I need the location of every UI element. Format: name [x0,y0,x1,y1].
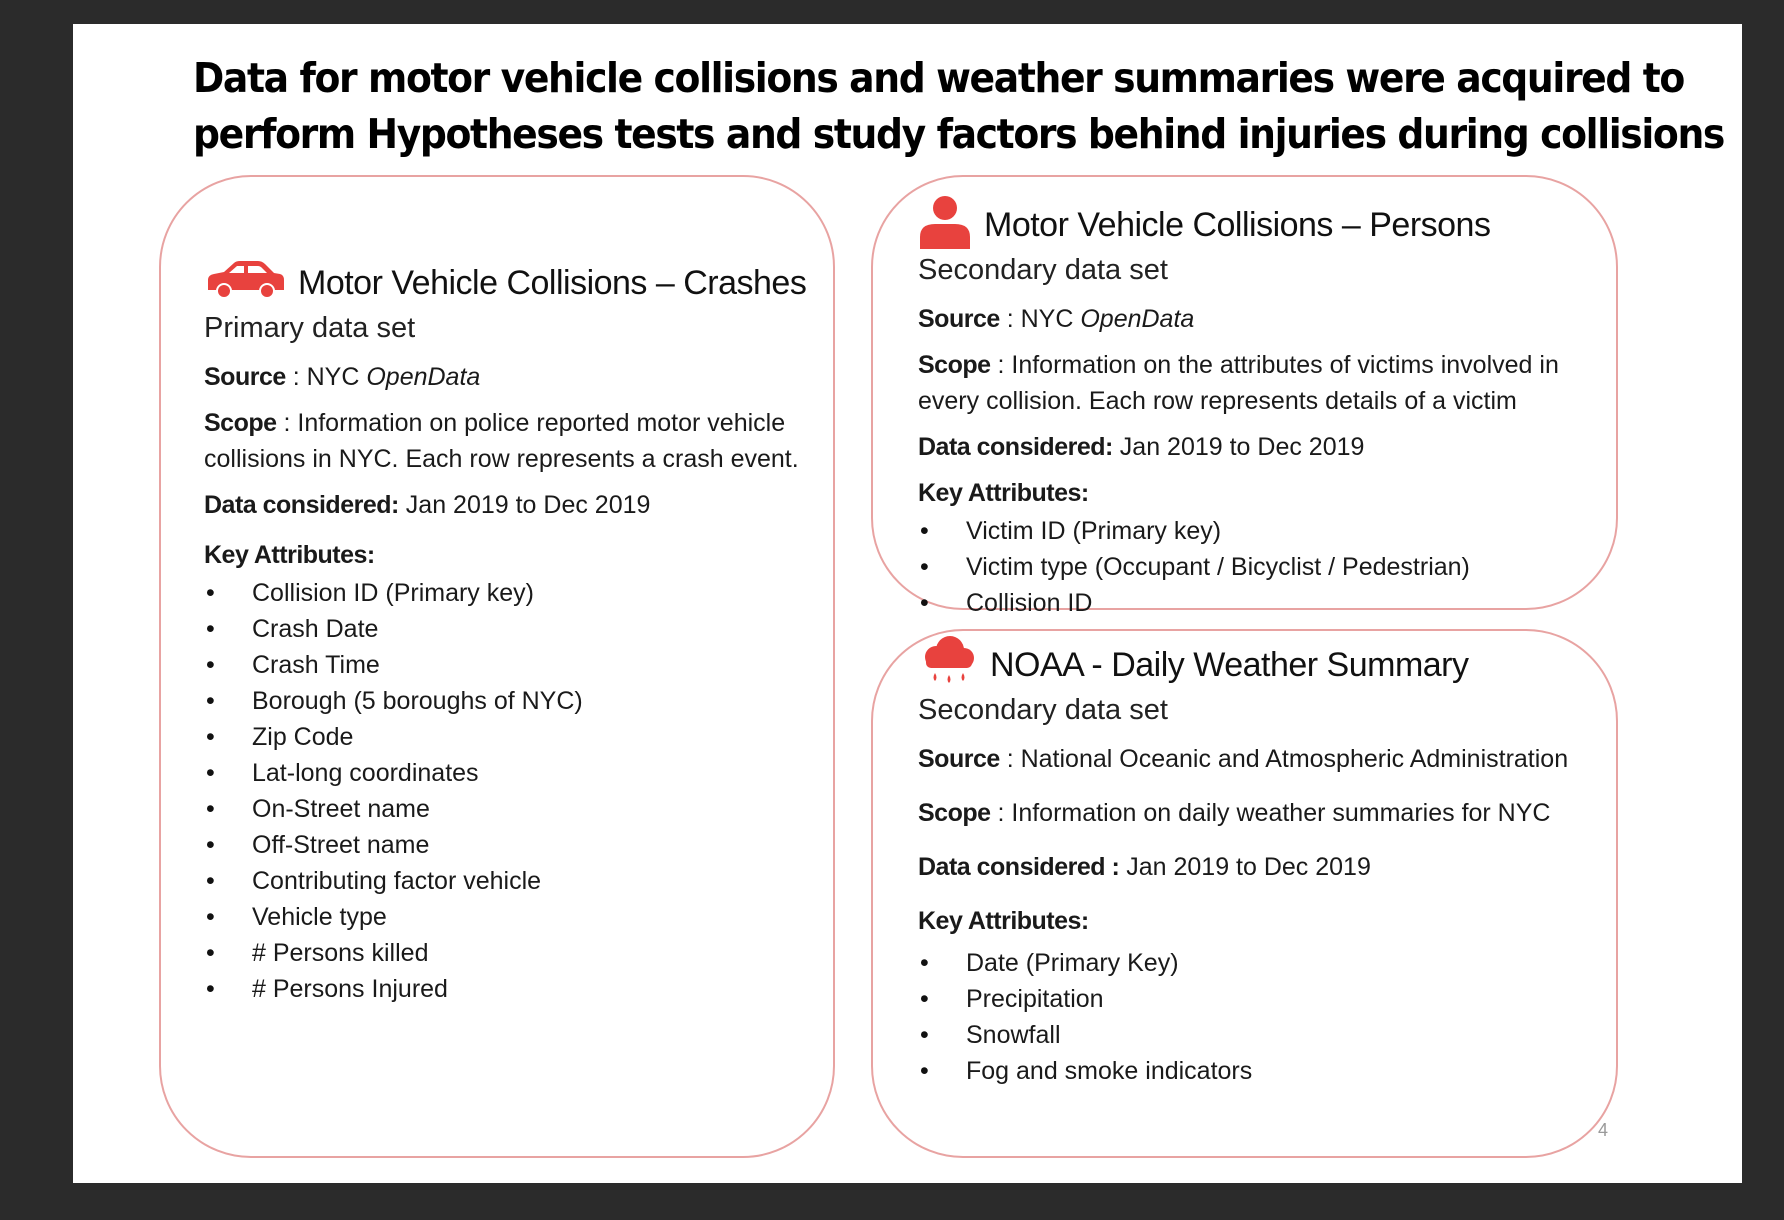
list-item: Contributing factor vehicle [204,863,824,899]
noaa-scope-label: Scope [918,799,991,827]
rain-cloud-icon [918,635,978,696]
noaa-key-attributes-label: Key Attributes: [918,907,1089,935]
persons-considered: Data considered: Jan 2019 to Dec 2019 [918,429,1608,465]
noaa-heading: NOAA - Daily Weather Summary [990,645,1469,684]
slide-title: Data for motor vehicle collisions and we… [193,50,1725,162]
persons-subtitle: Secondary data set [918,254,1168,286]
noaa-considered-label: Data considered : [918,853,1120,881]
crashes-considered-label: Data considered: [204,491,399,519]
persons-attributes-list: Victim ID (Primary key) Victim type (Occ… [918,513,1608,621]
noaa-source: Source : National Oceanic and Atmospheri… [918,741,1608,777]
car-icon [204,260,286,307]
crashes-attributes-list: Collision ID (Primary key) Crash Date Cr… [204,575,824,1007]
noaa-scope: Scope : Information on daily weather sum… [918,795,1608,831]
noaa-source-text: : National Oceanic and Atmospheric Admin… [999,745,1569,773]
crashes-panel [159,175,835,1158]
persons-heading: Motor Vehicle Collisions – Persons [984,205,1491,244]
crashes-source-prefix: : NYC [285,363,367,391]
persons-source-label: Source [918,305,1000,333]
slide-title-line-1: Data for motor vehicle collisions and we… [193,54,1685,102]
crashes-scope-label: Scope [204,409,277,437]
noaa-scope-text: : Information on daily weather summaries… [990,799,1551,827]
list-item: Collision ID (Primary key) [204,575,824,611]
crashes-source-label: Source [204,363,286,391]
persons-scope-label: Scope [918,351,991,379]
list-item: On-Street name [204,791,824,827]
persons-source: Source : NYC OpenData [918,301,1608,337]
crashes-source-name: OpenData [366,363,481,391]
persons-key-attributes-label: Key Attributes: [918,479,1089,507]
page-number: 4 [1598,1120,1609,1140]
list-item: Collision ID [918,585,1608,621]
person-icon [918,195,972,256]
list-item: Lat-long coordinates [204,755,824,791]
crashes-scope: Scope : Information on police reported m… [204,405,824,477]
crashes-heading: Motor Vehicle Collisions – Crashes [298,263,807,302]
list-item: Fog and smoke indicators [918,1053,1608,1089]
slide-title-line-2: perform Hypotheses tests and study facto… [193,110,1725,158]
list-item: Snowfall [918,1017,1608,1053]
noaa-header: NOAA - Daily Weather Summary [918,635,1608,692]
list-item: Vehicle type [204,899,824,935]
persons-considered-text: Jan 2019 to Dec 2019 [1112,433,1365,461]
list-item: Victim ID (Primary key) [918,513,1608,549]
list-item: # Persons killed [204,935,824,971]
list-item: # Persons Injured [204,971,824,1007]
persons-source-name: OpenData [1080,305,1195,333]
persons-scope: Scope : Information on the attributes of… [918,347,1608,419]
persons-source-prefix: : NYC [999,305,1081,333]
persons-considered-label: Data considered: [918,433,1113,461]
list-item: Precipitation [918,981,1608,1017]
list-item: Crash Date [204,611,824,647]
crashes-content: Motor Vehicle Collisions – Crashes Prima… [204,256,824,1007]
persons-scope-text: : Information on the attributes of victi… [918,351,1559,415]
crashes-source: Source : NYC OpenData [204,359,824,395]
noaa-content: NOAA - Daily Weather Summary Secondary d… [918,635,1608,1089]
crashes-considered: Data considered: Jan 2019 to Dec 2019 [204,487,824,523]
noaa-panel [871,629,1618,1158]
noaa-attributes-list: Date (Primary Key) Precipitation Snowfal… [918,945,1608,1089]
list-item: Borough (5 boroughs of NYC) [204,683,824,719]
list-item: Date (Primary Key) [918,945,1608,981]
crashes-considered-text: Jan 2019 to Dec 2019 [398,491,651,519]
crashes-scope-text: : Information on police reported motor v… [204,409,799,473]
list-item: Zip Code [204,719,824,755]
slide-content: Data for motor vehicle collisions and we… [73,24,1742,1183]
list-item: Victim type (Occupant / Bicyclist / Pede… [918,549,1608,585]
crashes-header: Motor Vehicle Collisions – Crashes [204,256,824,310]
list-item: Off-Street name [204,827,824,863]
persons-content: Motor Vehicle Collisions – Persons Secon… [918,195,1608,621]
noaa-considered-text: Jan 2019 to Dec 2019 [1119,853,1371,881]
list-item: Crash Time [204,647,824,683]
noaa-source-label: Source [918,745,1000,773]
noaa-subtitle: Secondary data set [918,694,1168,726]
crashes-subtitle: Primary data set [204,312,416,344]
persons-header: Motor Vehicle Collisions – Persons [918,195,1608,252]
noaa-considered: Data considered : Jan 2019 to Dec 2019 [918,849,1608,885]
crashes-key-attributes-label: Key Attributes: [204,541,375,569]
